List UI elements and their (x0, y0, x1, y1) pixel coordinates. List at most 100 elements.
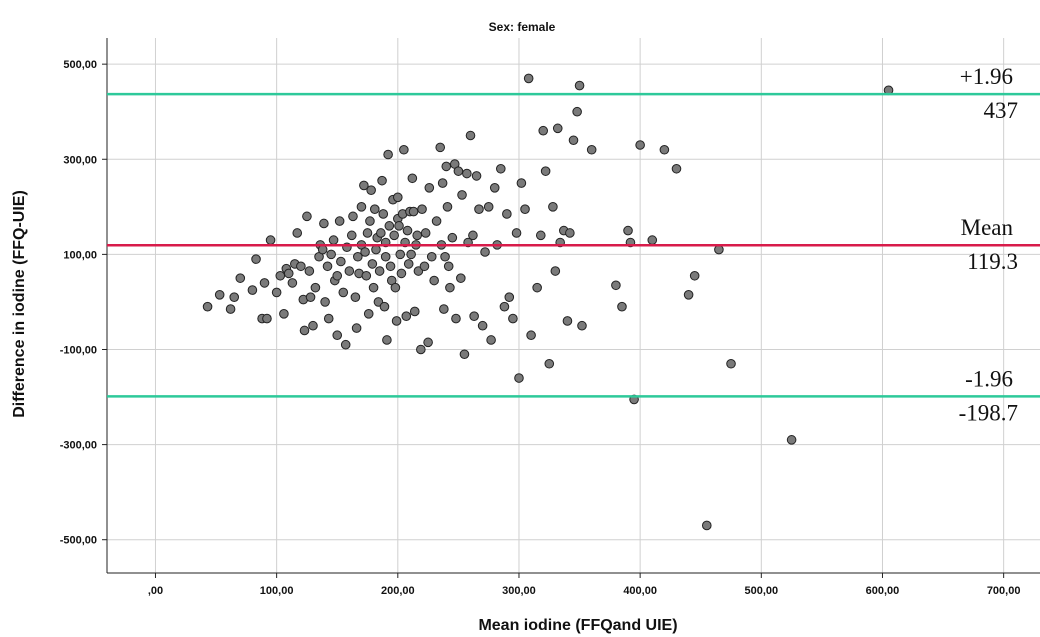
data-point (251, 254, 261, 264)
data-point (431, 216, 442, 226)
data-point (369, 204, 380, 214)
data-point (502, 209, 512, 219)
data-point (383, 149, 393, 160)
data-point (526, 330, 536, 341)
data-point (440, 251, 450, 262)
data-point (611, 280, 621, 291)
data-point (259, 278, 270, 288)
data-point (356, 202, 367, 212)
data-point (348, 211, 358, 222)
data-point (394, 221, 404, 231)
data-point (459, 349, 470, 360)
data-point (406, 249, 416, 260)
data-point (334, 216, 345, 226)
data-point (489, 183, 500, 193)
data-point (465, 130, 476, 141)
data-point (362, 228, 373, 238)
x-tick-label: 300,00 (502, 585, 536, 597)
data-point (360, 247, 370, 257)
y-tick-label: 300,00 (63, 154, 97, 166)
data-point (423, 337, 433, 348)
data-point (586, 144, 597, 155)
reference-label-value: -198.7 (959, 400, 1018, 425)
data-point (477, 320, 488, 331)
data-point (340, 339, 351, 350)
data-point (377, 175, 387, 186)
data-point (437, 178, 448, 188)
data-point (308, 320, 318, 331)
data-point (359, 180, 369, 191)
data-point (474, 204, 484, 214)
y-tick-label: 100,00 (63, 249, 97, 261)
data-point (319, 218, 329, 229)
data-point (426, 251, 437, 262)
data-points (202, 73, 894, 531)
data-point (317, 244, 328, 255)
data-point (469, 311, 479, 322)
data-point (451, 313, 461, 324)
data-point (574, 80, 585, 91)
data-point (417, 204, 427, 214)
data-point (262, 313, 272, 324)
data-point (332, 270, 343, 281)
data-point (351, 323, 362, 333)
data-point (247, 285, 258, 295)
data-point (540, 166, 551, 176)
data-point (635, 140, 645, 150)
data-point (441, 161, 452, 172)
data-point (483, 202, 494, 212)
data-point (565, 228, 575, 238)
x-tick-label: 700,00 (987, 585, 1021, 597)
data-point (296, 261, 306, 272)
data-point (520, 204, 530, 214)
data-point (395, 249, 406, 260)
x-tick-label: 200,00 (381, 585, 415, 597)
data-point (322, 261, 333, 272)
data-point (235, 273, 246, 283)
data-point (544, 358, 555, 369)
data-point (283, 268, 294, 279)
data-point (344, 266, 355, 276)
data-point (435, 142, 446, 153)
data-point (495, 163, 506, 174)
data-point (486, 335, 496, 345)
data-point (471, 171, 482, 181)
data-point (367, 259, 378, 269)
data-point (346, 230, 357, 241)
grid-lines (107, 38, 1040, 573)
data-point (701, 520, 712, 531)
data-point (265, 235, 276, 245)
data-point (384, 221, 395, 231)
data-point (499, 301, 510, 312)
data-point (714, 244, 724, 255)
data-point (412, 230, 422, 241)
data-point (456, 273, 466, 283)
data-point (562, 316, 573, 326)
data-point (408, 206, 419, 217)
data-point (390, 282, 401, 293)
data-point (552, 123, 563, 134)
data-point (409, 306, 420, 317)
data-point (287, 278, 298, 288)
data-point (442, 202, 453, 212)
data-point (225, 304, 236, 314)
data-point (393, 192, 403, 203)
data-point (310, 282, 321, 293)
data-point (292, 228, 303, 238)
data-point (361, 270, 372, 281)
data-point (401, 311, 412, 322)
data-point (376, 228, 386, 238)
x-tick-label: 400,00 (623, 585, 657, 597)
data-point (332, 330, 343, 341)
data-point (462, 168, 472, 179)
y-tick-label: -300,00 (60, 440, 97, 452)
data-point (389, 230, 399, 241)
data-point (399, 144, 409, 155)
data-point (516, 178, 527, 188)
reference-label-top: +1.96 (960, 64, 1013, 89)
data-point (380, 251, 391, 262)
data-point (271, 287, 282, 298)
data-point (548, 202, 558, 212)
data-point (391, 316, 402, 326)
data-point (453, 166, 464, 176)
